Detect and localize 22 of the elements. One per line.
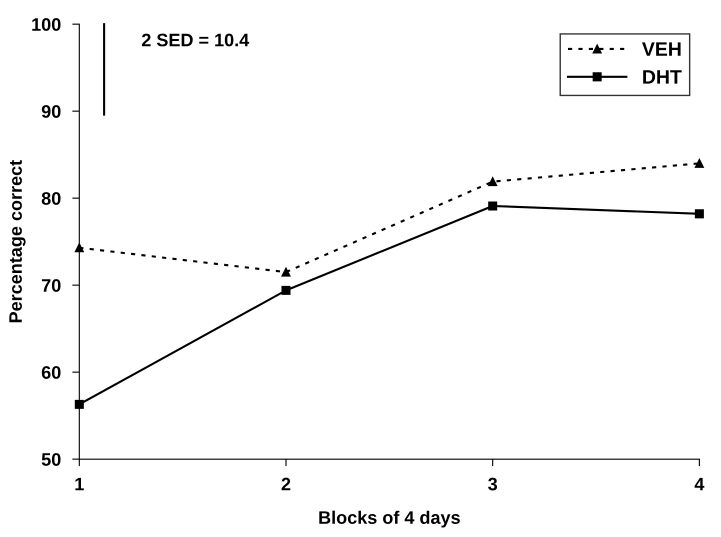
x-tick-label: 3	[488, 478, 498, 490]
x-tick-label: 4	[694, 478, 704, 490]
point	[281, 268, 291, 277]
y-tick-label: 80	[42, 192, 61, 205]
y-tick-label: 90	[42, 105, 61, 118]
point	[281, 286, 291, 295]
legend-label: DHT	[643, 70, 682, 84]
point	[694, 209, 704, 218]
x-tick-label: 2	[282, 478, 290, 490]
y-tick-label: 50	[42, 453, 61, 466]
point	[74, 400, 84, 409]
point	[488, 177, 498, 186]
annotation: 2 SED = 10.4	[142, 34, 250, 46]
x-tick-label: 1	[75, 478, 84, 490]
point	[488, 201, 498, 210]
y-axis-title: Percentage correct	[9, 160, 26, 322]
y-tick-label: 60	[42, 366, 61, 379]
y-tick-label: 100	[32, 18, 61, 31]
point	[694, 158, 704, 168]
legend-label: VEH	[642, 42, 681, 56]
x-axis-title: Blocks of 4 days	[319, 510, 460, 528]
y-tick-label: 70	[42, 279, 61, 292]
